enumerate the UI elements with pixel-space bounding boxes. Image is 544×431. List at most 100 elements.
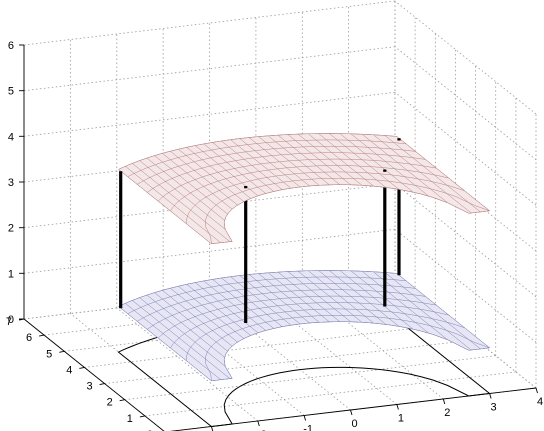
upper-surface-mesh-line [373, 134, 472, 214]
y-tick-label: 2 [107, 397, 113, 409]
y-tick [39, 334, 45, 337]
x-tick-label: 2 [444, 407, 450, 419]
x-tick [303, 415, 307, 421]
y-axis-line [23, 318, 165, 431]
lower-surface-mesh-line [195, 282, 259, 333]
upper-surface-mesh-line [384, 135, 481, 213]
upper-surface-mesh-line [139, 160, 226, 230]
lower-surface-mesh-line [127, 276, 406, 315]
upper-surface-mesh-line [205, 178, 490, 244]
grid-lines [23, 0, 537, 431]
upper-surface-mesh-line [339, 133, 414, 193]
tick-labels: -4-3-2-101234012345670123456 [6, 40, 543, 431]
lower-surface-fill [118, 270, 490, 381]
upper-surface-mesh-line [170, 165, 449, 212]
z-tick-label: 3 [8, 177, 14, 189]
upper-surface-mesh-line [170, 151, 238, 206]
z-tick-label: 1 [8, 268, 14, 280]
upper-surface-mesh-line [361, 134, 448, 203]
upper-surface-mesh-line [203, 143, 266, 194]
z-tick-label: 4 [8, 131, 14, 143]
y-tick-label: 0 [147, 429, 153, 431]
lower-surface-mesh-line [361, 271, 448, 340]
upper-surface-mesh-line [195, 145, 259, 196]
upper-surface-mesh-line [308, 133, 374, 187]
upper-surface-mesh-line [186, 147, 251, 199]
axes [18, 44, 538, 431]
lower-surface-mesh-line [170, 302, 449, 349]
upper-surface-mesh-line [146, 157, 225, 221]
lower-surface-mesh-line [146, 294, 225, 358]
lower-surface-mesh-line [297, 270, 363, 323]
y-tick [119, 399, 125, 402]
z-tick-label: 5 [8, 86, 14, 98]
upper-surface-mesh-line [178, 149, 245, 202]
grid-line [23, 0, 396, 46]
x-tick [257, 420, 260, 427]
lower-surface-mesh-line [170, 288, 238, 343]
x-tick [396, 404, 399, 410]
upper-surface-mesh-line [154, 155, 228, 215]
lower-surface-mesh-line [154, 292, 228, 352]
x-tick-label: 3 [491, 402, 497, 414]
lower-surface-mesh-line [132, 300, 231, 379]
x-tick-label: 4 [537, 396, 543, 408]
upper-surface-mesh-line [297, 133, 363, 186]
grid-line [23, 91, 396, 137]
x-tick-label: 1 [398, 413, 404, 425]
y-tick [79, 366, 85, 369]
upper-surface-mesh-line [318, 133, 387, 188]
z-tick-label: 2 [8, 223, 14, 235]
x-tick [535, 387, 538, 394]
y-tick [139, 415, 145, 418]
grid-line [124, 355, 496, 401]
lower-surface-mesh-line [329, 270, 400, 327]
lower-surface-mesh-line [162, 290, 233, 347]
lower-surface-mesh-line [137, 283, 416, 322]
lower-surface-mesh-line [185, 308, 465, 361]
lower-surface-mesh-line [178, 286, 245, 339]
upper-surface-mesh-line [157, 158, 437, 202]
x-tick [489, 393, 492, 399]
y-tick-label: 3 [86, 381, 92, 393]
lower-surface-mesh-line [186, 284, 251, 336]
y-tick [59, 350, 65, 353]
x-tick-label: 0 [351, 418, 357, 430]
lower-surface-mesh-line [125, 303, 221, 380]
upper-surface-mesh-line [132, 163, 231, 242]
lower-surface-mesh-line [308, 270, 374, 324]
x-tick-label: -2 [257, 429, 267, 431]
grid-line [84, 323, 456, 368]
lower-surface-mesh-line [139, 297, 226, 367]
y-tick-label: 7 [6, 316, 12, 328]
x-tick [210, 426, 214, 431]
lower-surface-mesh-line [287, 271, 351, 322]
y-tick-label: 5 [46, 348, 52, 360]
upper-surface-mesh-line [287, 134, 351, 185]
y-tick-label: 6 [26, 332, 32, 344]
lower-surface-mesh-line [147, 289, 426, 330]
upper-surface [118, 133, 491, 245]
lower-surface-edge [118, 270, 491, 382]
y-tick-label: 4 [66, 364, 72, 376]
y-tick-label: 1 [127, 413, 133, 425]
lower-surface [118, 270, 491, 382]
upper-surface-edge [118, 133, 491, 245]
lower-surface-mesh-line [384, 272, 481, 350]
grid-line [394, 46, 537, 161]
upper-surface-mesh-line [329, 133, 400, 190]
upper-surface-mesh-line [125, 166, 221, 243]
lower-surface-mesh-line [318, 270, 387, 325]
lower-surface-mesh-line [373, 271, 472, 351]
upper-surface-mesh-line [162, 153, 233, 210]
upper-surface-mesh-line [137, 146, 416, 185]
lower-surface-mesh-line [157, 295, 437, 339]
z-tick-label: 6 [8, 40, 14, 52]
upper-surface-mesh-line [127, 139, 406, 178]
upper-surface-mesh-line [147, 152, 426, 193]
x-tick [442, 398, 446, 405]
lower-surface-mesh-line [339, 270, 414, 330]
grid-line [394, 0, 537, 115]
upper-surface-fill [118, 133, 490, 244]
